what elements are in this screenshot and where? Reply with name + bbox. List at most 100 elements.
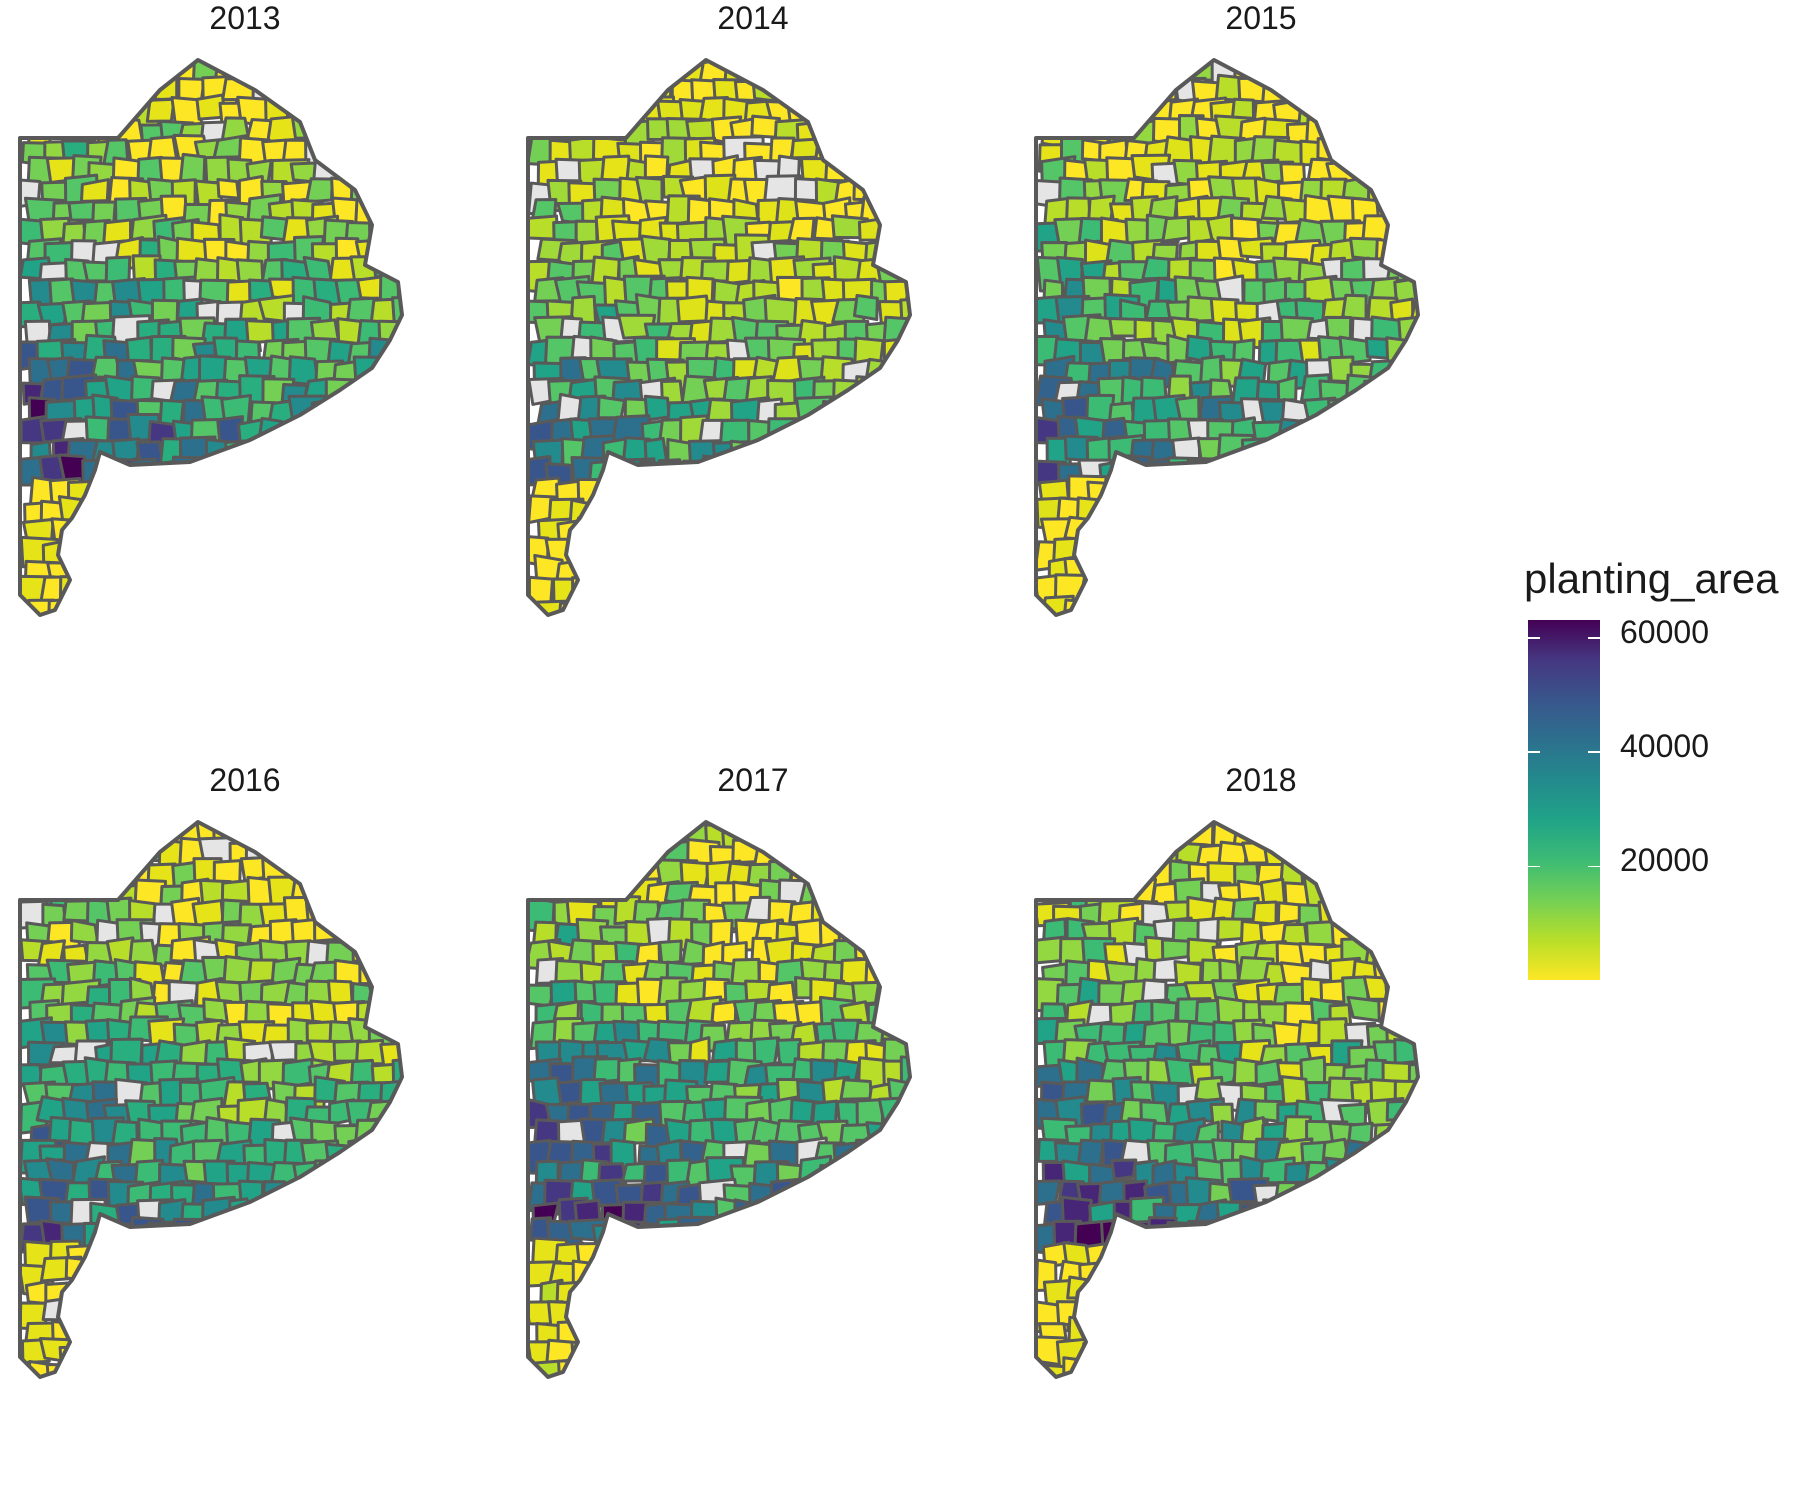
district xyxy=(1039,839,1073,866)
district xyxy=(532,642,561,666)
district xyxy=(908,1080,910,1113)
district xyxy=(365,178,402,218)
district xyxy=(1082,519,1112,548)
district xyxy=(614,822,646,852)
district xyxy=(63,60,93,84)
district xyxy=(1105,1240,1140,1267)
district xyxy=(1385,940,1418,973)
district xyxy=(797,1201,839,1230)
district xyxy=(838,1196,866,1232)
district xyxy=(1188,540,1228,569)
district xyxy=(1208,537,1251,571)
district xyxy=(751,76,787,104)
facet-title: 2016 xyxy=(209,762,281,798)
district xyxy=(819,115,848,152)
district xyxy=(324,134,357,161)
district xyxy=(884,599,910,615)
district xyxy=(264,1216,302,1243)
district xyxy=(221,1321,256,1356)
district xyxy=(878,1339,909,1366)
district xyxy=(171,1303,206,1332)
district xyxy=(776,1401,802,1426)
district xyxy=(902,1299,910,1329)
district xyxy=(635,492,670,523)
district xyxy=(1036,862,1069,895)
district xyxy=(880,1297,910,1324)
district xyxy=(1118,577,1147,609)
district xyxy=(235,1338,272,1374)
district xyxy=(280,533,313,563)
district xyxy=(291,1399,319,1424)
district xyxy=(678,1303,709,1334)
district xyxy=(1233,535,1263,563)
district xyxy=(236,1298,275,1327)
district xyxy=(353,393,389,423)
district xyxy=(1176,641,1199,671)
district xyxy=(1348,438,1391,470)
district xyxy=(1362,576,1396,604)
district xyxy=(53,840,82,868)
district xyxy=(1348,644,1387,671)
district xyxy=(1344,842,1384,874)
district xyxy=(1152,1402,1174,1423)
district xyxy=(856,1300,901,1325)
district xyxy=(1255,1379,1280,1408)
district xyxy=(1343,1341,1384,1369)
district xyxy=(1321,456,1359,492)
district xyxy=(1283,1319,1325,1354)
district xyxy=(1371,1196,1408,1224)
district xyxy=(731,1401,761,1425)
district xyxy=(854,822,895,846)
district xyxy=(377,1158,402,1191)
district xyxy=(329,115,369,146)
map-2016 xyxy=(18,820,404,1424)
district xyxy=(1264,520,1300,549)
district xyxy=(571,1384,601,1417)
district xyxy=(1410,1338,1418,1375)
district xyxy=(1385,1219,1417,1251)
district xyxy=(1328,875,1365,908)
district xyxy=(811,455,850,484)
district xyxy=(1319,1220,1352,1245)
district xyxy=(897,1182,910,1214)
district xyxy=(906,239,910,266)
district xyxy=(399,999,402,1035)
district xyxy=(1111,640,1141,668)
district xyxy=(1368,920,1402,953)
district xyxy=(886,957,910,994)
district xyxy=(1341,1385,1375,1416)
district xyxy=(666,1400,694,1423)
district xyxy=(901,1376,910,1377)
district xyxy=(1352,116,1389,147)
district xyxy=(1076,536,1112,567)
district xyxy=(726,618,748,654)
district xyxy=(658,1302,693,1338)
facet-panel-2016: 2016 xyxy=(0,762,490,1482)
district xyxy=(1148,75,1178,103)
district xyxy=(306,822,335,846)
district xyxy=(1190,579,1226,608)
district xyxy=(1351,1280,1391,1315)
district xyxy=(375,234,402,263)
district xyxy=(907,1159,910,1195)
district xyxy=(770,822,804,855)
district xyxy=(860,556,899,584)
district xyxy=(818,434,849,470)
district xyxy=(306,541,341,574)
district xyxy=(1056,60,1089,83)
district xyxy=(1111,1401,1134,1431)
district xyxy=(372,256,402,279)
district xyxy=(1242,1236,1274,1272)
district xyxy=(300,418,336,454)
legend-tick-mark xyxy=(1588,865,1600,868)
district xyxy=(1297,454,1327,487)
district xyxy=(216,177,241,200)
district xyxy=(244,475,273,503)
district xyxy=(1345,459,1378,496)
district xyxy=(887,1277,910,1303)
district xyxy=(856,857,897,892)
district xyxy=(334,437,366,470)
district xyxy=(1299,1339,1329,1373)
district xyxy=(1149,620,1182,642)
legend-tick-mark xyxy=(1528,865,1540,868)
